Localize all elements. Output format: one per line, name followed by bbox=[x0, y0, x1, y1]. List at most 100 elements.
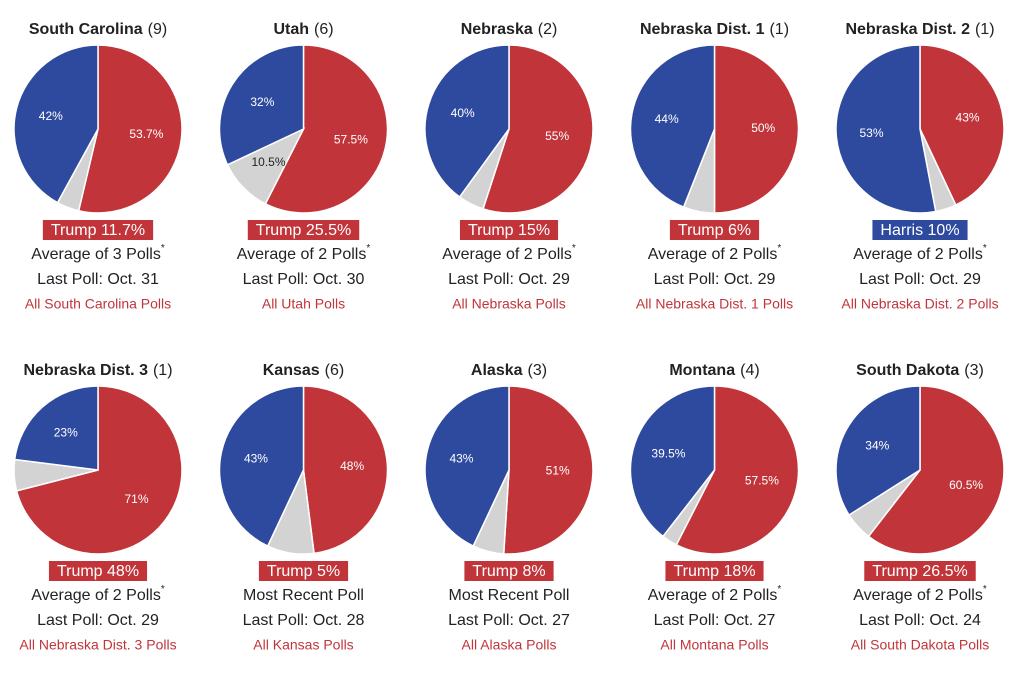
state-name: South Carolina bbox=[29, 21, 143, 38]
polls-link[interactable]: All Montana Polls bbox=[660, 637, 768, 653]
poll-card: South Carolina (9) 53.7% 42% Trump 11.7% Aver… bbox=[13, 21, 183, 312]
pie-slice bbox=[13, 385, 99, 471]
last-poll: Last Poll: Oct. 27 bbox=[654, 612, 776, 629]
polls-link[interactable]: All Nebraska Polls bbox=[452, 296, 566, 312]
slice-label: 57.5% bbox=[745, 474, 779, 488]
margin-text: Trump 15% bbox=[468, 222, 550, 239]
slice-label: 43% bbox=[956, 111, 980, 125]
margin-text: Trump 48% bbox=[57, 563, 139, 580]
pie-slice bbox=[77, 44, 183, 214]
margin-badge bbox=[872, 220, 968, 240]
pie-slice bbox=[867, 385, 1005, 555]
pie-slice bbox=[835, 385, 921, 517]
footnote-mark: * bbox=[366, 243, 370, 254]
margin-badge bbox=[864, 561, 976, 581]
polls-link[interactable]: All Kansas Polls bbox=[253, 637, 353, 653]
footnote-mark: * bbox=[161, 584, 165, 595]
card-title: South Dakota (3) bbox=[856, 362, 984, 379]
slice-label: 43% bbox=[244, 452, 268, 466]
poll-card: Montana (4) 57.5% 39.5% Trump 18% Average of … bbox=[629, 362, 800, 653]
margin-badge bbox=[247, 220, 360, 240]
poll-note-text: Most Recent Poll bbox=[243, 587, 364, 604]
electoral-votes: (1) bbox=[975, 21, 995, 38]
margin-badge bbox=[42, 220, 154, 240]
electoral-votes: (6) bbox=[325, 362, 345, 379]
pie-slice bbox=[218, 385, 305, 548]
slice-label: 10.5% bbox=[251, 155, 285, 169]
polls-link[interactable]: All Nebraska Dist. 2 Polls bbox=[841, 296, 998, 312]
pie-slice bbox=[835, 44, 937, 214]
slice-label: 34% bbox=[865, 439, 889, 453]
card-title: Nebraska Dist. 3 (1) bbox=[23, 362, 172, 379]
pie-slice bbox=[629, 385, 716, 538]
card-title: Alaska (3) bbox=[471, 362, 547, 379]
poll-card: Nebraska Dist. 1 (1) 50% 44% Trump 6% Average… bbox=[629, 21, 800, 312]
slice-label: 57.5% bbox=[334, 133, 368, 147]
last-poll: Last Poll: Oct. 30 bbox=[243, 271, 365, 288]
slice-label: 50% bbox=[751, 121, 775, 135]
state-name: Utah bbox=[273, 21, 309, 38]
state-name: Kansas bbox=[263, 362, 320, 379]
pie-slice bbox=[264, 44, 389, 214]
margin-text: Trump 26.5% bbox=[872, 563, 967, 580]
polls-link[interactable]: All Utah Polls bbox=[262, 296, 345, 312]
poll-note: Average of 2 Polls* bbox=[648, 584, 782, 605]
poll-note: Most Recent Poll bbox=[243, 587, 364, 604]
margin-badge bbox=[459, 220, 559, 240]
poll-card: Nebraska Dist. 3 (1) 71% 23% Trump 48% Averag… bbox=[13, 362, 183, 653]
electoral-votes: (9) bbox=[148, 21, 168, 38]
poll-card: Utah (6) 57.5% 10.5% 32% Trump 25.5% Average o… bbox=[218, 21, 389, 312]
last-poll: Last Poll: Oct. 31 bbox=[37, 271, 159, 288]
poll-card: Alaska (3) 51% 43% Trump 8% Most Recent Poll L… bbox=[424, 362, 594, 653]
polls-link[interactable]: All South Carolina Polls bbox=[25, 296, 171, 312]
margin-badge bbox=[665, 561, 764, 581]
margin-badge bbox=[258, 561, 349, 581]
polls-link[interactable]: All Nebraska Dist. 1 Polls bbox=[636, 296, 793, 312]
slice-label: 51% bbox=[546, 464, 570, 478]
poll-note-text: Average of 2 Polls bbox=[648, 246, 778, 263]
electoral-votes: (6) bbox=[314, 21, 334, 38]
slice-label: 43% bbox=[449, 452, 473, 466]
poll-card: Kansas (6) 48% 43% Trump 5% Most Recent Poll L… bbox=[218, 362, 389, 653]
slice-label: 23% bbox=[54, 426, 78, 440]
card-title: South Carolina (9) bbox=[29, 21, 167, 38]
poll-note: Average of 2 Polls* bbox=[853, 243, 987, 264]
footnote-mark: * bbox=[777, 243, 781, 254]
electoral-votes: (3) bbox=[964, 362, 984, 379]
electoral-votes: (1) bbox=[153, 362, 173, 379]
pie-slice bbox=[629, 44, 716, 209]
poll-note: Most Recent Poll bbox=[449, 587, 570, 604]
polls-link[interactable]: All Nebraska Dist. 3 Polls bbox=[19, 637, 176, 653]
pie-slice bbox=[424, 44, 510, 199]
card-title: Utah (6) bbox=[273, 21, 333, 38]
margin-text: Trump 5% bbox=[267, 563, 340, 580]
poll-note-text: Average of 2 Polls bbox=[853, 246, 983, 263]
pie-slice bbox=[675, 385, 800, 555]
margin-badge bbox=[48, 561, 148, 581]
slice-label: 48% bbox=[340, 459, 364, 473]
pie-slice bbox=[15, 385, 183, 555]
polls-link[interactable]: All Alaska Polls bbox=[462, 637, 557, 653]
margin-text: Trump 18% bbox=[673, 563, 755, 580]
poll-note: Average of 3 Polls* bbox=[31, 243, 165, 264]
poll-card: South Dakota (3) 60.5% 34% Trump 26.5% Averag… bbox=[835, 362, 1005, 653]
footnote-mark: * bbox=[161, 243, 165, 254]
poll-note: Average of 2 Polls* bbox=[648, 243, 782, 264]
margin-badge bbox=[464, 561, 554, 581]
slice-label: 71% bbox=[124, 492, 148, 506]
slice-label: 60.5% bbox=[949, 478, 983, 492]
state-name: Nebraska Dist. 1 bbox=[640, 21, 765, 38]
margin-text: Trump 8% bbox=[472, 563, 545, 580]
footnote-mark: * bbox=[572, 243, 576, 254]
last-poll: Last Poll: Oct. 29 bbox=[654, 271, 776, 288]
slice-label: 44% bbox=[655, 112, 679, 126]
pie-slice bbox=[919, 44, 1005, 207]
pie-slice bbox=[424, 385, 510, 548]
slice-label: 40% bbox=[451, 106, 475, 120]
card-title: Nebraska (2) bbox=[461, 21, 558, 38]
pie-slice bbox=[302, 385, 389, 555]
margin-text: Trump 25.5% bbox=[256, 222, 351, 239]
footnote-mark: * bbox=[983, 243, 987, 254]
polls-link[interactable]: All South Dakota Polls bbox=[851, 637, 990, 653]
poll-note-text: Average of 2 Polls bbox=[442, 246, 572, 263]
